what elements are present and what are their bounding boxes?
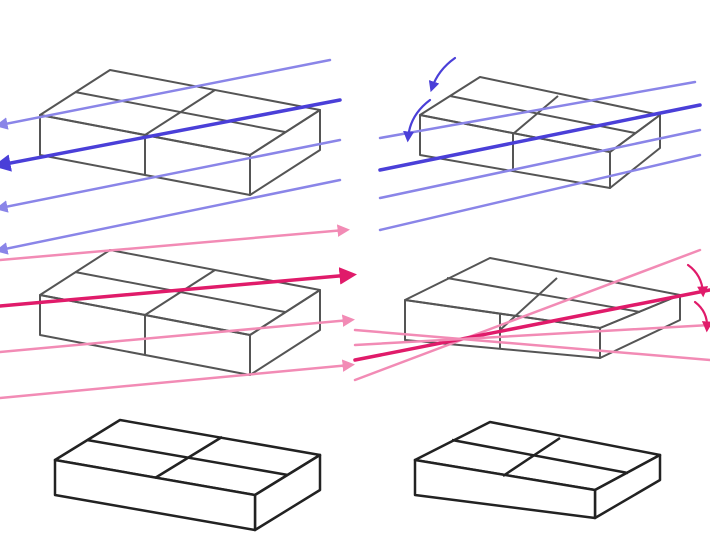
axes-mid-left bbox=[0, 230, 350, 398]
box-mid-left bbox=[40, 250, 320, 375]
result-box-left bbox=[55, 420, 320, 530]
axes-top-left bbox=[0, 60, 340, 250]
diagram-canvas bbox=[0, 0, 710, 557]
result-box-right bbox=[415, 422, 660, 518]
converge-arrows-mid-right bbox=[688, 265, 707, 328]
axes-mid-right bbox=[355, 250, 710, 380]
